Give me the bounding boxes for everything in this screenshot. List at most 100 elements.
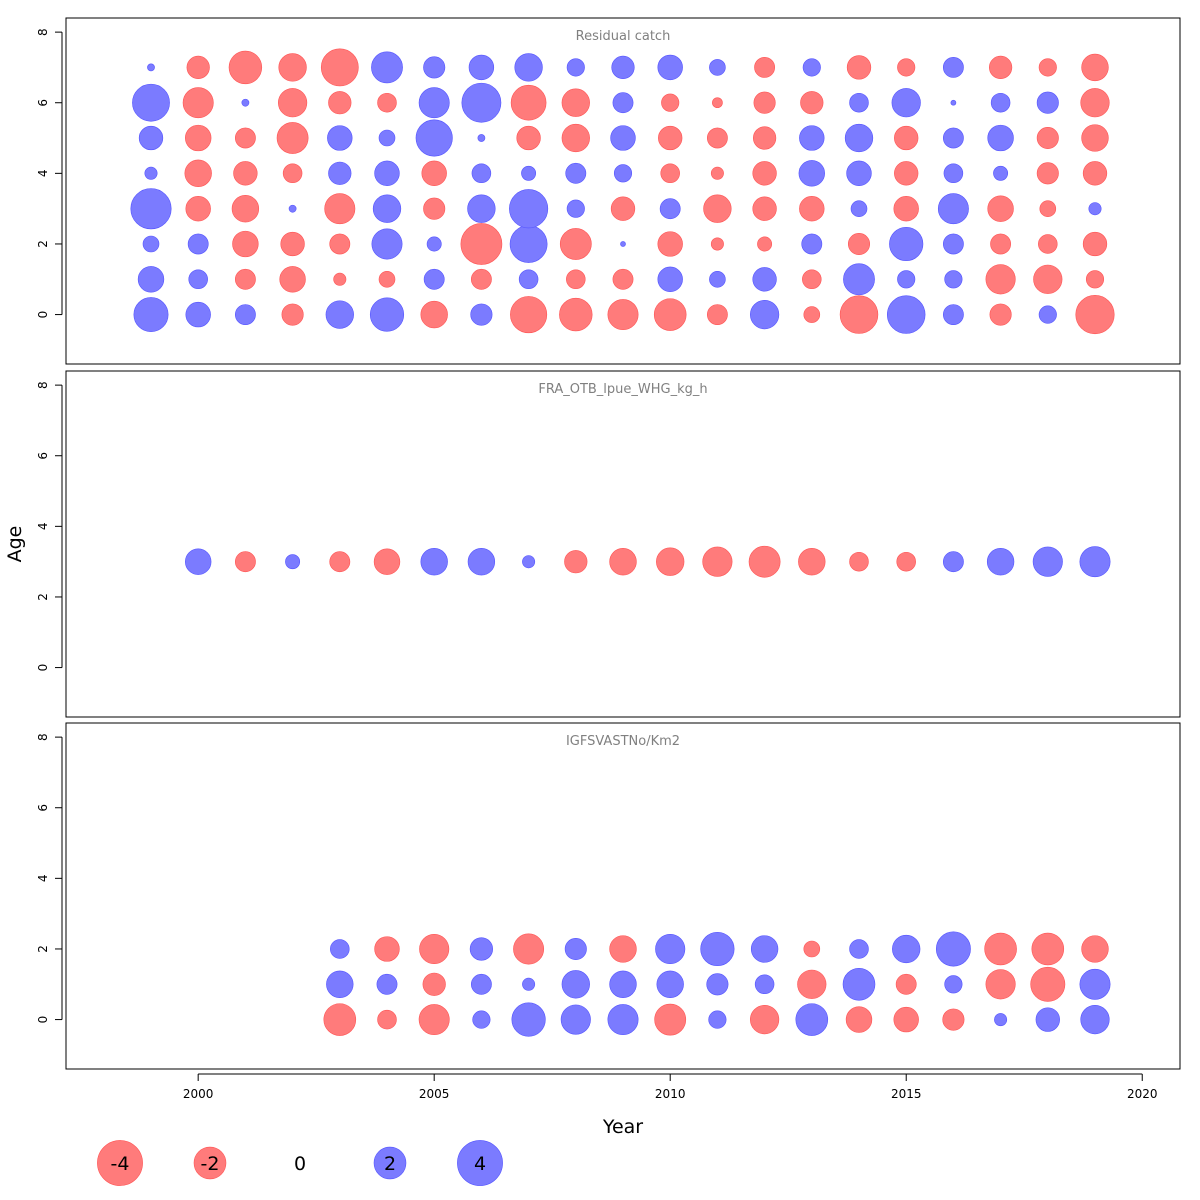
residual-bubble bbox=[378, 271, 396, 288]
residual-bubble bbox=[521, 165, 537, 181]
residual-bubble bbox=[703, 194, 732, 223]
panel-title: Residual catch bbox=[576, 29, 671, 44]
x-tick-label: 2000 bbox=[183, 1087, 214, 1101]
residual-bubble bbox=[333, 272, 347, 286]
residual-bubble bbox=[566, 199, 585, 218]
residual-bubble bbox=[423, 197, 446, 220]
residual-bubble bbox=[228, 50, 263, 85]
residual-bubble bbox=[706, 973, 729, 996]
residual-bubble bbox=[895, 973, 917, 995]
size-legend: -4 -2 0 2 4 bbox=[97, 1140, 503, 1186]
residual-bubble bbox=[182, 87, 214, 119]
residual-bubble bbox=[137, 266, 165, 293]
residual-bubble bbox=[138, 125, 164, 151]
residual-bubble bbox=[897, 58, 916, 77]
legend-entry: 4 bbox=[457, 1140, 503, 1186]
residual-bubble bbox=[897, 270, 916, 289]
residual-bubble bbox=[234, 268, 256, 290]
panel-3: IGFSVASTNo/Km2 0 2 4 6 8 bbox=[36, 722, 1181, 1070]
residual-bubble bbox=[984, 932, 1017, 966]
residual-bubble bbox=[522, 555, 536, 569]
residual-bubble bbox=[423, 268, 445, 290]
residual-bubble bbox=[893, 196, 919, 222]
residual-bubble bbox=[1030, 966, 1066, 1002]
legend-entry: 0 bbox=[294, 1153, 306, 1175]
residual-bubble bbox=[849, 939, 869, 959]
residual-bubble bbox=[894, 125, 919, 151]
residual-bubble bbox=[706, 304, 728, 326]
residual-bubble bbox=[656, 547, 685, 576]
residual-bubble bbox=[426, 236, 442, 252]
residual-bubble bbox=[468, 54, 495, 81]
residual-bubble bbox=[800, 91, 824, 115]
residual-bubble bbox=[607, 299, 639, 331]
legend-label: -4 bbox=[111, 1153, 130, 1175]
residual-bubble bbox=[803, 306, 821, 323]
residual-bubble bbox=[990, 92, 1011, 113]
residual-bubble bbox=[376, 973, 398, 995]
residual-bubble bbox=[234, 551, 256, 573]
residual-bubble bbox=[418, 1004, 450, 1036]
legend-bubble bbox=[373, 1146, 407, 1180]
residual-bubble bbox=[611, 55, 635, 80]
residual-bubble bbox=[330, 939, 350, 959]
residual-bubble bbox=[844, 123, 874, 153]
residual-bubble bbox=[985, 264, 1016, 295]
residual-bubble bbox=[281, 303, 304, 326]
residual-bubble bbox=[420, 548, 448, 576]
residual-bubble bbox=[752, 267, 777, 292]
residual-bubble bbox=[896, 551, 916, 572]
residual-bubble bbox=[327, 125, 353, 151]
residual-bubble bbox=[147, 63, 155, 72]
residual-bubble bbox=[522, 977, 536, 991]
legend-bubble bbox=[193, 1146, 227, 1180]
y-tick-label: 8 bbox=[36, 381, 50, 389]
residual-bubble bbox=[1032, 546, 1063, 577]
residual-bubble bbox=[609, 935, 637, 963]
residual-bubble bbox=[278, 88, 308, 118]
residual-bubble bbox=[988, 55, 1013, 80]
residual-bubble bbox=[944, 975, 963, 994]
panel-1: Residual catch 0 2 4 6 8 bbox=[36, 17, 1181, 365]
residual-bubble bbox=[610, 196, 636, 221]
residual-bubble bbox=[709, 59, 726, 76]
residual-bubble bbox=[1035, 1007, 1060, 1032]
residual-bubble bbox=[469, 937, 494, 961]
residual-bubble bbox=[323, 1003, 357, 1036]
residual-bubble bbox=[752, 161, 777, 186]
residual-bubble bbox=[620, 241, 626, 247]
x-tick-label: 2005 bbox=[419, 1087, 450, 1101]
residual-bubble bbox=[942, 56, 964, 78]
residual-bubble bbox=[657, 266, 683, 292]
residual-bubble bbox=[752, 126, 777, 150]
residual-bubble bbox=[560, 1004, 591, 1035]
residual-bubble bbox=[802, 58, 821, 77]
y-tick-label: 8 bbox=[36, 733, 50, 741]
residual-bubble bbox=[1036, 162, 1059, 185]
residual-bubble bbox=[1080, 88, 1110, 118]
residual-bubble bbox=[653, 298, 687, 331]
residual-bubble bbox=[658, 125, 683, 151]
y-tick-label: 0 bbox=[36, 1016, 50, 1024]
x-tick-label: 2015 bbox=[891, 1087, 922, 1101]
residual-bubble bbox=[329, 233, 351, 255]
residual-bubble bbox=[894, 161, 919, 186]
y-axis: 0 2 4 6 8 bbox=[36, 28, 63, 318]
residual-bubble bbox=[471, 163, 492, 184]
residual-bubble bbox=[1038, 305, 1057, 324]
residual-bubble bbox=[987, 195, 1014, 222]
residual-bubble bbox=[1038, 234, 1058, 254]
residual-bubble bbox=[1080, 1005, 1110, 1035]
residual-bubble bbox=[564, 550, 588, 574]
residual-bubble bbox=[750, 935, 779, 963]
residual-bubble bbox=[325, 300, 354, 329]
residual-bubble bbox=[1081, 53, 1109, 82]
residual-bubble bbox=[421, 160, 447, 186]
residual-bubble bbox=[994, 1013, 1008, 1027]
residual-bubble bbox=[185, 124, 212, 152]
residual-bubble bbox=[612, 268, 634, 290]
residual-bubble bbox=[797, 969, 827, 999]
residual-bubble bbox=[510, 296, 548, 334]
panel-frame bbox=[65, 370, 1181, 718]
residual-bubble bbox=[849, 551, 869, 572]
